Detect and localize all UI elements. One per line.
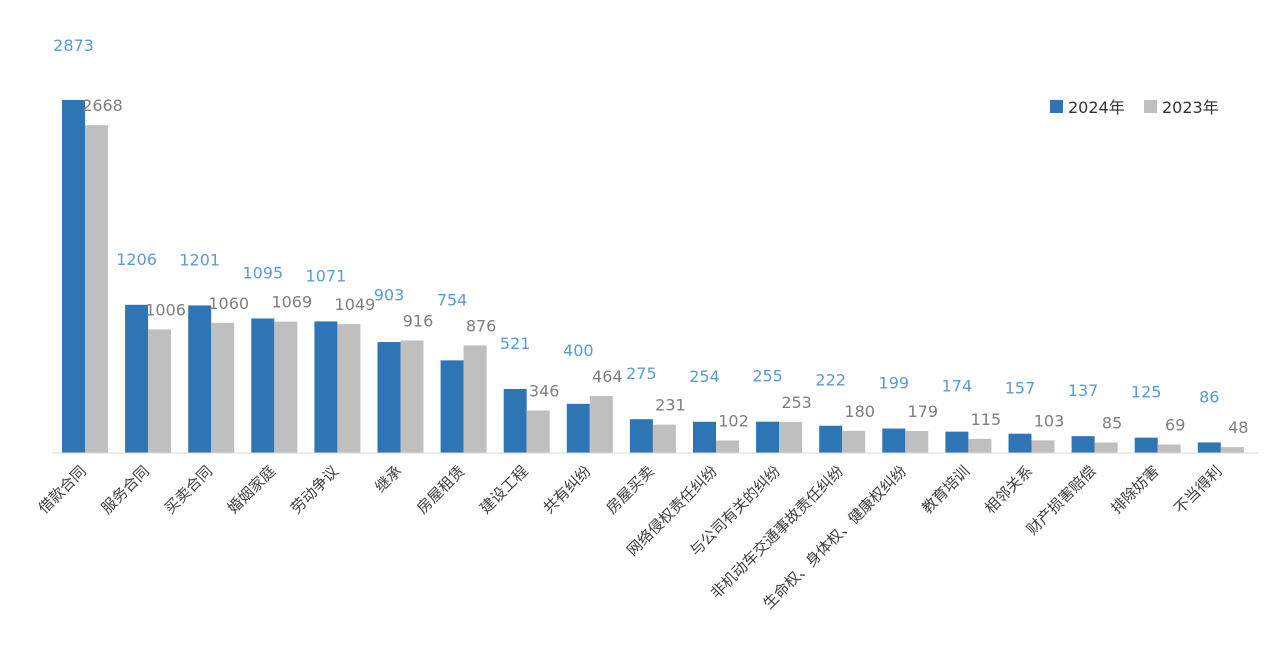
data-label-2023: 1049 xyxy=(335,295,376,314)
category-label: 排除妨害 xyxy=(1107,462,1162,517)
bar-2024 xyxy=(188,305,212,453)
data-label-2023: 1060 xyxy=(208,294,249,313)
bar-2023 xyxy=(652,424,676,453)
data-label-2024: 222 xyxy=(815,371,846,390)
legend: 2024年 2023年 xyxy=(1050,98,1219,117)
data-label-2024: 275 xyxy=(626,364,657,383)
bar-2023 xyxy=(968,438,992,453)
data-label-2024: 157 xyxy=(1005,379,1036,398)
bar-2023 xyxy=(337,324,361,453)
bar-2024 xyxy=(882,428,906,453)
category-label: 服务合同 xyxy=(98,462,153,517)
data-label-2024: 521 xyxy=(500,334,531,353)
legend-label: 2023年 xyxy=(1162,98,1219,117)
bar-2024 xyxy=(440,360,464,453)
bar-2023 xyxy=(716,440,739,453)
category-label: 继承 xyxy=(371,462,405,496)
bar-2023 xyxy=(589,395,613,453)
bar-2023 xyxy=(905,431,929,453)
bar-2023 xyxy=(274,321,298,453)
data-label-2023: 876 xyxy=(466,316,497,335)
data-label-2023: 464 xyxy=(592,367,623,386)
category-label: 教育培训 xyxy=(918,462,973,517)
bar-2023 xyxy=(779,421,803,453)
bar-2024 xyxy=(693,421,716,453)
data-label-2024: 199 xyxy=(879,374,910,393)
category-label: 房屋买卖 xyxy=(603,462,658,517)
legend-swatch xyxy=(1144,100,1157,113)
data-label-2024: 86 xyxy=(1199,387,1219,406)
bar-2023 xyxy=(526,410,550,453)
bar-2023 xyxy=(148,329,172,453)
data-label-2023: 179 xyxy=(908,402,939,421)
bar-2024 xyxy=(314,321,338,453)
bar-2024 xyxy=(1071,436,1095,453)
data-label-2024: 903 xyxy=(374,285,405,304)
category-label: 房屋租赁 xyxy=(413,462,468,517)
bar-2023 xyxy=(842,430,866,453)
data-label-2023: 85 xyxy=(1102,414,1122,433)
data-label-2023: 115 xyxy=(971,410,1002,429)
data-label-2024: 2873 xyxy=(53,36,94,55)
category-label: 借款合同 xyxy=(35,462,90,517)
category-label: 劳动争议 xyxy=(287,462,342,517)
data-label-2023: 231 xyxy=(655,396,686,415)
data-label-2023: 2668 xyxy=(82,96,123,115)
data-label-2024: 1201 xyxy=(179,250,220,269)
bar-2024 xyxy=(819,425,843,453)
bar-2023 xyxy=(400,340,424,453)
data-label-2023: 1006 xyxy=(145,300,186,319)
category-label: 买卖合同 xyxy=(161,462,216,517)
data-label-2023: 69 xyxy=(1165,416,1185,435)
category-label: 婚姻家庭 xyxy=(224,462,279,517)
data-label-2024: 125 xyxy=(1131,383,1162,402)
bar-2024 xyxy=(566,403,590,453)
bar-2023 xyxy=(1031,440,1055,453)
bar-2024 xyxy=(377,342,401,453)
bar-2024 xyxy=(1197,442,1221,453)
data-label-2023: 48 xyxy=(1228,418,1248,437)
bar-2024 xyxy=(503,388,527,453)
data-label-2024: 174 xyxy=(942,377,973,396)
data-label-2023: 103 xyxy=(1034,411,1065,430)
bar-2024 xyxy=(1134,437,1158,453)
bar-2023 xyxy=(1094,442,1118,453)
bar-2024 xyxy=(629,419,653,453)
bar-2024 xyxy=(125,304,149,453)
data-label-2024: 400 xyxy=(563,341,594,360)
legend-label: 2024年 xyxy=(1068,98,1125,117)
data-label-2023: 253 xyxy=(781,393,812,412)
bar-2023 xyxy=(211,322,235,453)
bar-2023 xyxy=(1157,444,1181,453)
category-label: 建设工程 xyxy=(476,462,531,517)
data-label-2023: 916 xyxy=(403,311,434,330)
category-label: 相邻关系 xyxy=(981,462,1036,517)
bar-2024 xyxy=(945,431,969,453)
bar-2023 xyxy=(1220,447,1244,453)
data-label-2023: 346 xyxy=(529,381,560,400)
legend-swatch xyxy=(1050,100,1063,113)
category-label: 不当得利 xyxy=(1170,462,1225,517)
data-label-2023: 180 xyxy=(844,402,875,421)
data-label-2024: 137 xyxy=(1068,381,1099,400)
bar-2024 xyxy=(251,318,275,453)
category-label: 共有纠纷 xyxy=(539,462,594,517)
data-label-2024: 1095 xyxy=(242,263,283,282)
bar-2024 xyxy=(1008,433,1032,453)
bar-2023 xyxy=(463,345,487,453)
data-label-2023: 102 xyxy=(718,411,749,430)
bar-2023 xyxy=(85,125,108,453)
data-label-2024: 254 xyxy=(689,367,720,386)
bar-2024 xyxy=(756,421,780,453)
data-label-2024: 754 xyxy=(437,290,468,309)
bar-2024 xyxy=(62,100,85,453)
data-label-2024: 1206 xyxy=(116,250,157,269)
data-label-2024: 1071 xyxy=(306,266,347,285)
data-label-2023: 1069 xyxy=(271,293,312,312)
data-label-2024: 255 xyxy=(752,367,783,386)
